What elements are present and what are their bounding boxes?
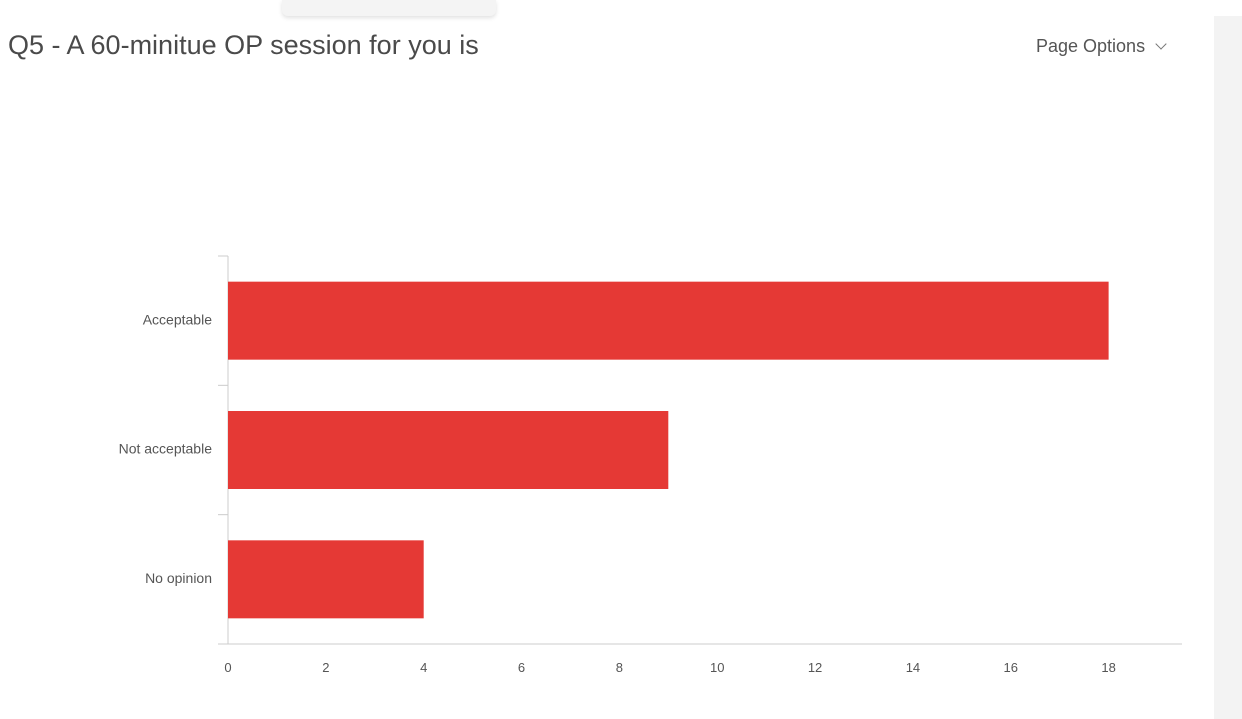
bar xyxy=(228,281,1109,360)
x-tick-label: 10 xyxy=(710,660,724,675)
x-tick-label: 4 xyxy=(420,660,427,675)
x-tick-label: 8 xyxy=(616,660,623,675)
x-tick-label: 6 xyxy=(518,660,525,675)
x-tick-label: 16 xyxy=(1004,660,1018,675)
y-tick-label: Not acceptable xyxy=(119,441,213,457)
right-scroll-rail[interactable] xyxy=(1214,16,1242,719)
bar xyxy=(228,540,424,619)
bar xyxy=(228,411,669,489)
page-options-label: Page Options xyxy=(1036,36,1146,56)
x-tick-label: 0 xyxy=(224,660,231,675)
page-options-button[interactable]: Page Options xyxy=(1036,36,1167,57)
top-tab-shadow xyxy=(282,0,496,16)
x-tick-label: 14 xyxy=(906,660,920,675)
page-title: Q5 - A 60-minitue OP session for you is xyxy=(8,30,479,60)
y-tick-label: No opinion xyxy=(145,570,212,586)
y-tick-label: Acceptable xyxy=(143,311,212,327)
x-tick-label: 18 xyxy=(1101,660,1115,675)
x-tick-label: 12 xyxy=(808,660,822,675)
x-tick-label: 2 xyxy=(322,660,329,675)
